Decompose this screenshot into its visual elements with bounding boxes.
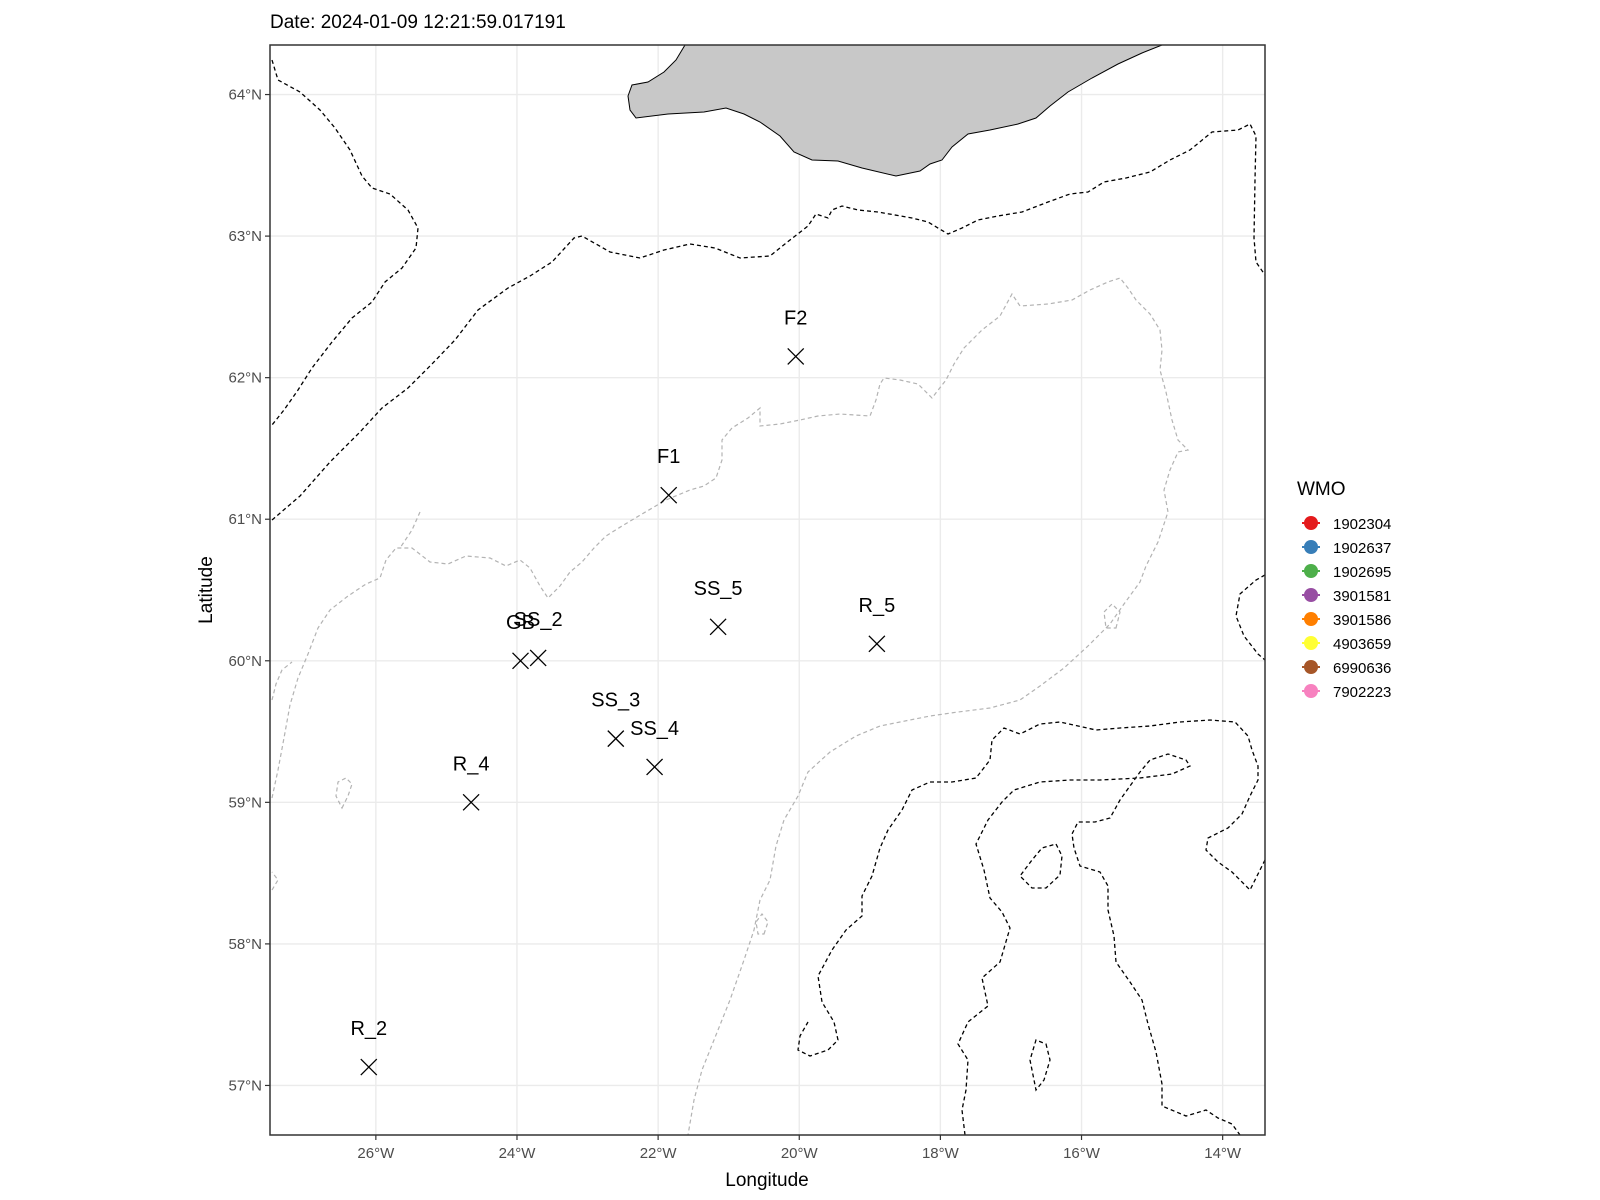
contour-west-small xyxy=(271,871,279,891)
station-labels: F2 F1 SS_5 R_5 SS_2GB SS_3 SS_4 R_4 R_2 xyxy=(350,307,895,1040)
y-tick-label: 61°N xyxy=(228,511,262,528)
legend-key xyxy=(1302,516,1320,530)
station-label: R_5 xyxy=(859,595,896,617)
y-tick-label: 57°N xyxy=(228,1077,262,1094)
y-tick-label: 63°N xyxy=(228,228,262,245)
contour-west-branch xyxy=(271,661,293,701)
station-marker-gb xyxy=(512,652,529,670)
legend-title: WMO xyxy=(1297,479,1346,500)
contour-east-edge xyxy=(1235,574,1265,661)
contour-inner-south xyxy=(1029,1039,1051,1092)
y-tick-label: 60°N xyxy=(228,653,262,670)
legend: WMO 1902304 1902637 1902695 3901581 3901586 4… xyxy=(1297,479,1391,701)
station-label: R_2 xyxy=(350,1018,387,1040)
contour-west-upper xyxy=(271,59,419,426)
contour-southeast-middle xyxy=(797,719,1265,1057)
station-marker-f1 xyxy=(660,486,678,504)
station-marker-r-4 xyxy=(462,793,480,811)
x-axis-title: Longitude xyxy=(725,1170,808,1191)
graticule-grid xyxy=(270,45,1265,1135)
map-layers xyxy=(271,45,1265,1135)
bathymetry-contours-deep xyxy=(271,59,1265,1135)
contour-southeast-outer xyxy=(957,753,1241,1135)
station-markers xyxy=(360,347,886,1076)
legend-label: 3901586 xyxy=(1333,612,1391,629)
station-label: F1 xyxy=(657,446,680,468)
station-marker-f2 xyxy=(787,347,805,365)
y-axis-title: Latitude xyxy=(196,556,217,624)
x-tick-label: 24°W xyxy=(499,1145,537,1162)
legend-key xyxy=(1302,684,1320,698)
legend-label: 1902695 xyxy=(1333,564,1391,581)
legend-label: 7902223 xyxy=(1333,684,1391,701)
x-tick-label: 14°W xyxy=(1204,1145,1242,1162)
x-tick-label: 22°W xyxy=(640,1145,678,1162)
legend-key xyxy=(1302,588,1320,602)
bathymetry-contours-shallow xyxy=(271,277,1190,1135)
station-marker-ss-4 xyxy=(646,758,664,776)
legend-key xyxy=(1302,612,1320,626)
contour-inner-ring xyxy=(1019,843,1063,889)
station-label: GB xyxy=(506,612,535,634)
land-iceland xyxy=(627,45,1163,177)
legend-label: 1902637 xyxy=(1333,540,1391,557)
y-tick-label: 64°N xyxy=(228,87,262,104)
station-label: SS_3 xyxy=(591,690,640,712)
legend-label: 6990636 xyxy=(1333,660,1391,677)
station-marker-ss-2 xyxy=(529,649,547,667)
legend-label: 1902304 xyxy=(1333,516,1391,533)
contour-ridge xyxy=(271,277,1190,1135)
x-tick-label: 20°W xyxy=(781,1145,819,1162)
y-tick-label: 59°N xyxy=(228,794,262,811)
station-label: SS_2 xyxy=(514,609,563,631)
plot-panel-border xyxy=(269,44,1266,1136)
x-tick-label: 18°W xyxy=(922,1145,960,1162)
station-marker-r-2 xyxy=(360,1058,378,1076)
station-label: SS_4 xyxy=(630,718,679,740)
legend-key xyxy=(1302,540,1320,554)
axes: 26°W 24°W 22°W 20°W 18°W 16°W 14°W 57°N 58°N 59°N… xyxy=(228,87,1241,1162)
contour-island-3 xyxy=(1103,603,1121,629)
contour-island-1 xyxy=(335,777,353,810)
legend-key xyxy=(1302,660,1320,674)
y-tick-label: 62°N xyxy=(228,370,262,387)
legend-key xyxy=(1302,636,1320,650)
legend-label: 4903659 xyxy=(1333,636,1391,653)
station-label: SS_5 xyxy=(694,578,743,600)
station-marker-ss-5 xyxy=(709,618,727,636)
legend-key xyxy=(1302,564,1320,578)
y-tick-label: 58°N xyxy=(228,936,262,953)
plot-panel-background xyxy=(270,45,1265,1135)
plot-title: Date: 2024-01-09 12:21:59.017191 xyxy=(270,12,566,33)
station-marker-ss-3 xyxy=(607,730,625,748)
station-label: F2 xyxy=(784,307,807,329)
x-tick-label: 16°W xyxy=(1063,1145,1101,1162)
contour-island-2 xyxy=(755,913,769,935)
x-tick-label: 26°W xyxy=(357,1145,395,1162)
station-marker-r-5 xyxy=(868,635,886,653)
legend-label: 3901581 xyxy=(1333,588,1391,605)
station-label: R_4 xyxy=(453,753,490,775)
